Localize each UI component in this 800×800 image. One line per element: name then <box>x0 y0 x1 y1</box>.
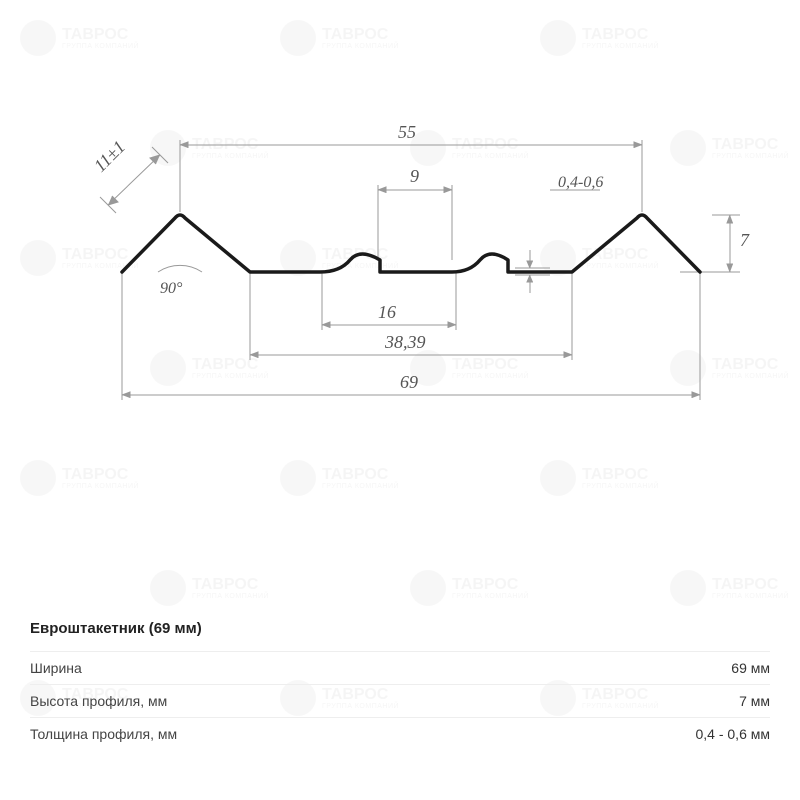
spec-value: 7 мм <box>739 693 770 709</box>
dim-3839: 38,39 <box>385 332 426 353</box>
spec-label: Ширина <box>30 660 82 676</box>
dim-16: 16 <box>378 302 396 323</box>
dim-55: 55 <box>398 122 416 143</box>
spec-value: 0,4 - 0,6 мм <box>695 726 770 742</box>
dim-9: 9 <box>410 166 419 187</box>
profile-diagram: 55 9 11±1 0,4-0,6 7 90° 16 38,39 69 <box>40 100 760 480</box>
dim-thickness: 0,4-0,6 <box>558 174 603 192</box>
spec-label: Высота профиля, мм <box>30 693 167 709</box>
spec-value: 69 мм <box>731 660 770 676</box>
dim-69: 69 <box>400 372 418 393</box>
angle-90: 90° <box>160 280 182 298</box>
spec-row: Толщина профиля, мм 0,4 - 0,6 мм <box>30 717 770 750</box>
spec-row: Высота профиля, мм 7 мм <box>30 684 770 717</box>
dim-7: 7 <box>740 230 749 251</box>
spec-row: Ширина 69 мм <box>30 651 770 684</box>
spec-title: Евроштакетник (69 мм) <box>30 620 770 637</box>
spec-section: Евроштакетник (69 мм) Ширина 69 мм Высот… <box>30 620 770 750</box>
profile-svg <box>40 100 760 480</box>
profile-path <box>122 215 700 272</box>
spec-label: Толщина профиля, мм <box>30 726 177 742</box>
